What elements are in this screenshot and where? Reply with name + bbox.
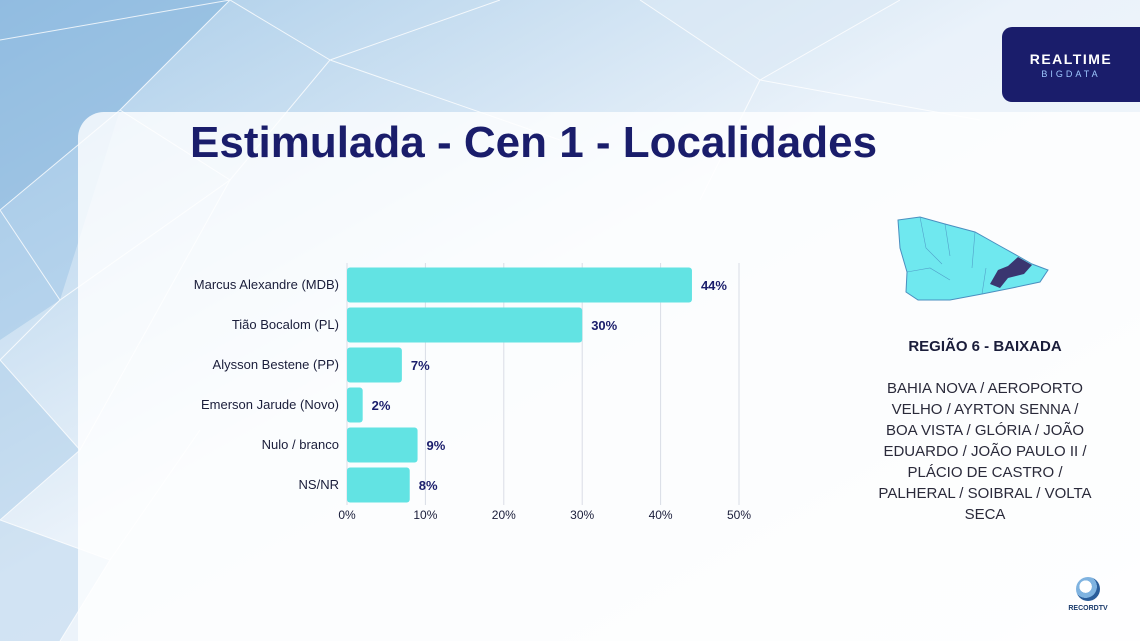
data-label: 8% [419,478,438,493]
bar [347,427,418,463]
x-tick-label: 30% [570,508,594,522]
category-label: Tião Bocalom (PL) [232,317,339,332]
region-title: REGIÃO 6 - BAIXADA [908,338,1062,355]
data-label: 30% [591,318,617,333]
category-label: Alysson Bestene (PP) [213,357,339,372]
state-map-lines [906,216,987,295]
x-tick-label: 50% [727,508,751,522]
category-label: Emerson Jarude (Novo) [201,397,339,412]
category-label: NS/NR [299,477,339,492]
page-title: Estimulada - Cen 1 - Localidades [190,118,878,167]
bar-chart: 0% 10% 20% 30% 40% 50% Marcus Alexandre (MDB) 4… [194,263,751,522]
logo-line1: REALTIME [1029,51,1113,67]
bar [347,387,363,423]
category-label: Nulo / branco [262,437,339,452]
x-tick-label: 0% [338,508,356,522]
data-label: 44% [701,278,727,293]
category-label: Marcus Alexandre (MDB) [194,277,339,292]
bar [347,307,583,343]
recordtv-logo-text: RECORDTV [1068,605,1108,612]
data-label: 2% [372,398,391,413]
x-tick-label: 40% [649,508,673,522]
region-map-icon [897,216,1049,301]
bar [347,467,410,503]
recordtv-ring-icon [1076,577,1100,601]
data-label: 9% [427,438,446,453]
region-description: BAHIA NOVA / AEROPORTO VELHO / AYRTON SE… [878,380,1092,523]
highlighted-region-shape [990,257,1032,288]
x-tick-label: 20% [492,508,516,522]
x-tick-label: 10% [413,508,437,522]
bar [347,347,402,383]
data-label: 7% [411,358,430,373]
logo-line2: BIGDATA [1041,69,1101,79]
content-panel [78,112,1140,641]
recordtv-logo: RECORDTV [1066,577,1110,621]
realtime-bigdata-logo: REALTIME BIGDATA [1002,27,1140,102]
bar [347,267,692,303]
